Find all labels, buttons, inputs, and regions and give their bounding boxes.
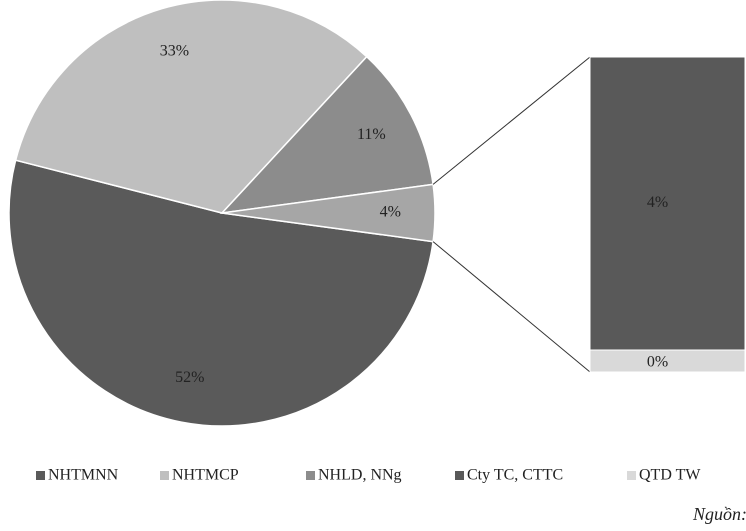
pie-slice [14, 0, 368, 214]
pie-slice [221, 183, 436, 243]
connector-line [432, 56, 591, 185]
slice-label: 33% [160, 42, 189, 59]
legend-label: QTD TW [639, 467, 701, 484]
slice-label: 11% [357, 126, 386, 143]
legend-swatch [306, 471, 315, 480]
connector-line [432, 241, 591, 373]
legend-label: NHTMCP [172, 467, 239, 484]
legend-swatch [160, 471, 169, 480]
legend-swatch [36, 471, 45, 480]
legend-label: NHTMNN [48, 467, 119, 484]
source-note: Nguồn: NHNN [692, 504, 746, 524]
legend-label: Cty TC, CTTC [467, 467, 563, 484]
legend-swatch [627, 471, 636, 480]
slice-label: 52% [175, 369, 204, 386]
bar-segment [589, 56, 746, 351]
bar-segment [589, 349, 746, 373]
slice-label: 4% [380, 204, 401, 221]
pie-slice [220, 55, 434, 215]
bar-label: 0% [647, 354, 668, 371]
legend-label: NHLD, NNg [318, 467, 402, 484]
bar-label: 4% [647, 194, 668, 211]
pie-slice [8, 159, 434, 427]
legend-swatch [455, 471, 464, 480]
